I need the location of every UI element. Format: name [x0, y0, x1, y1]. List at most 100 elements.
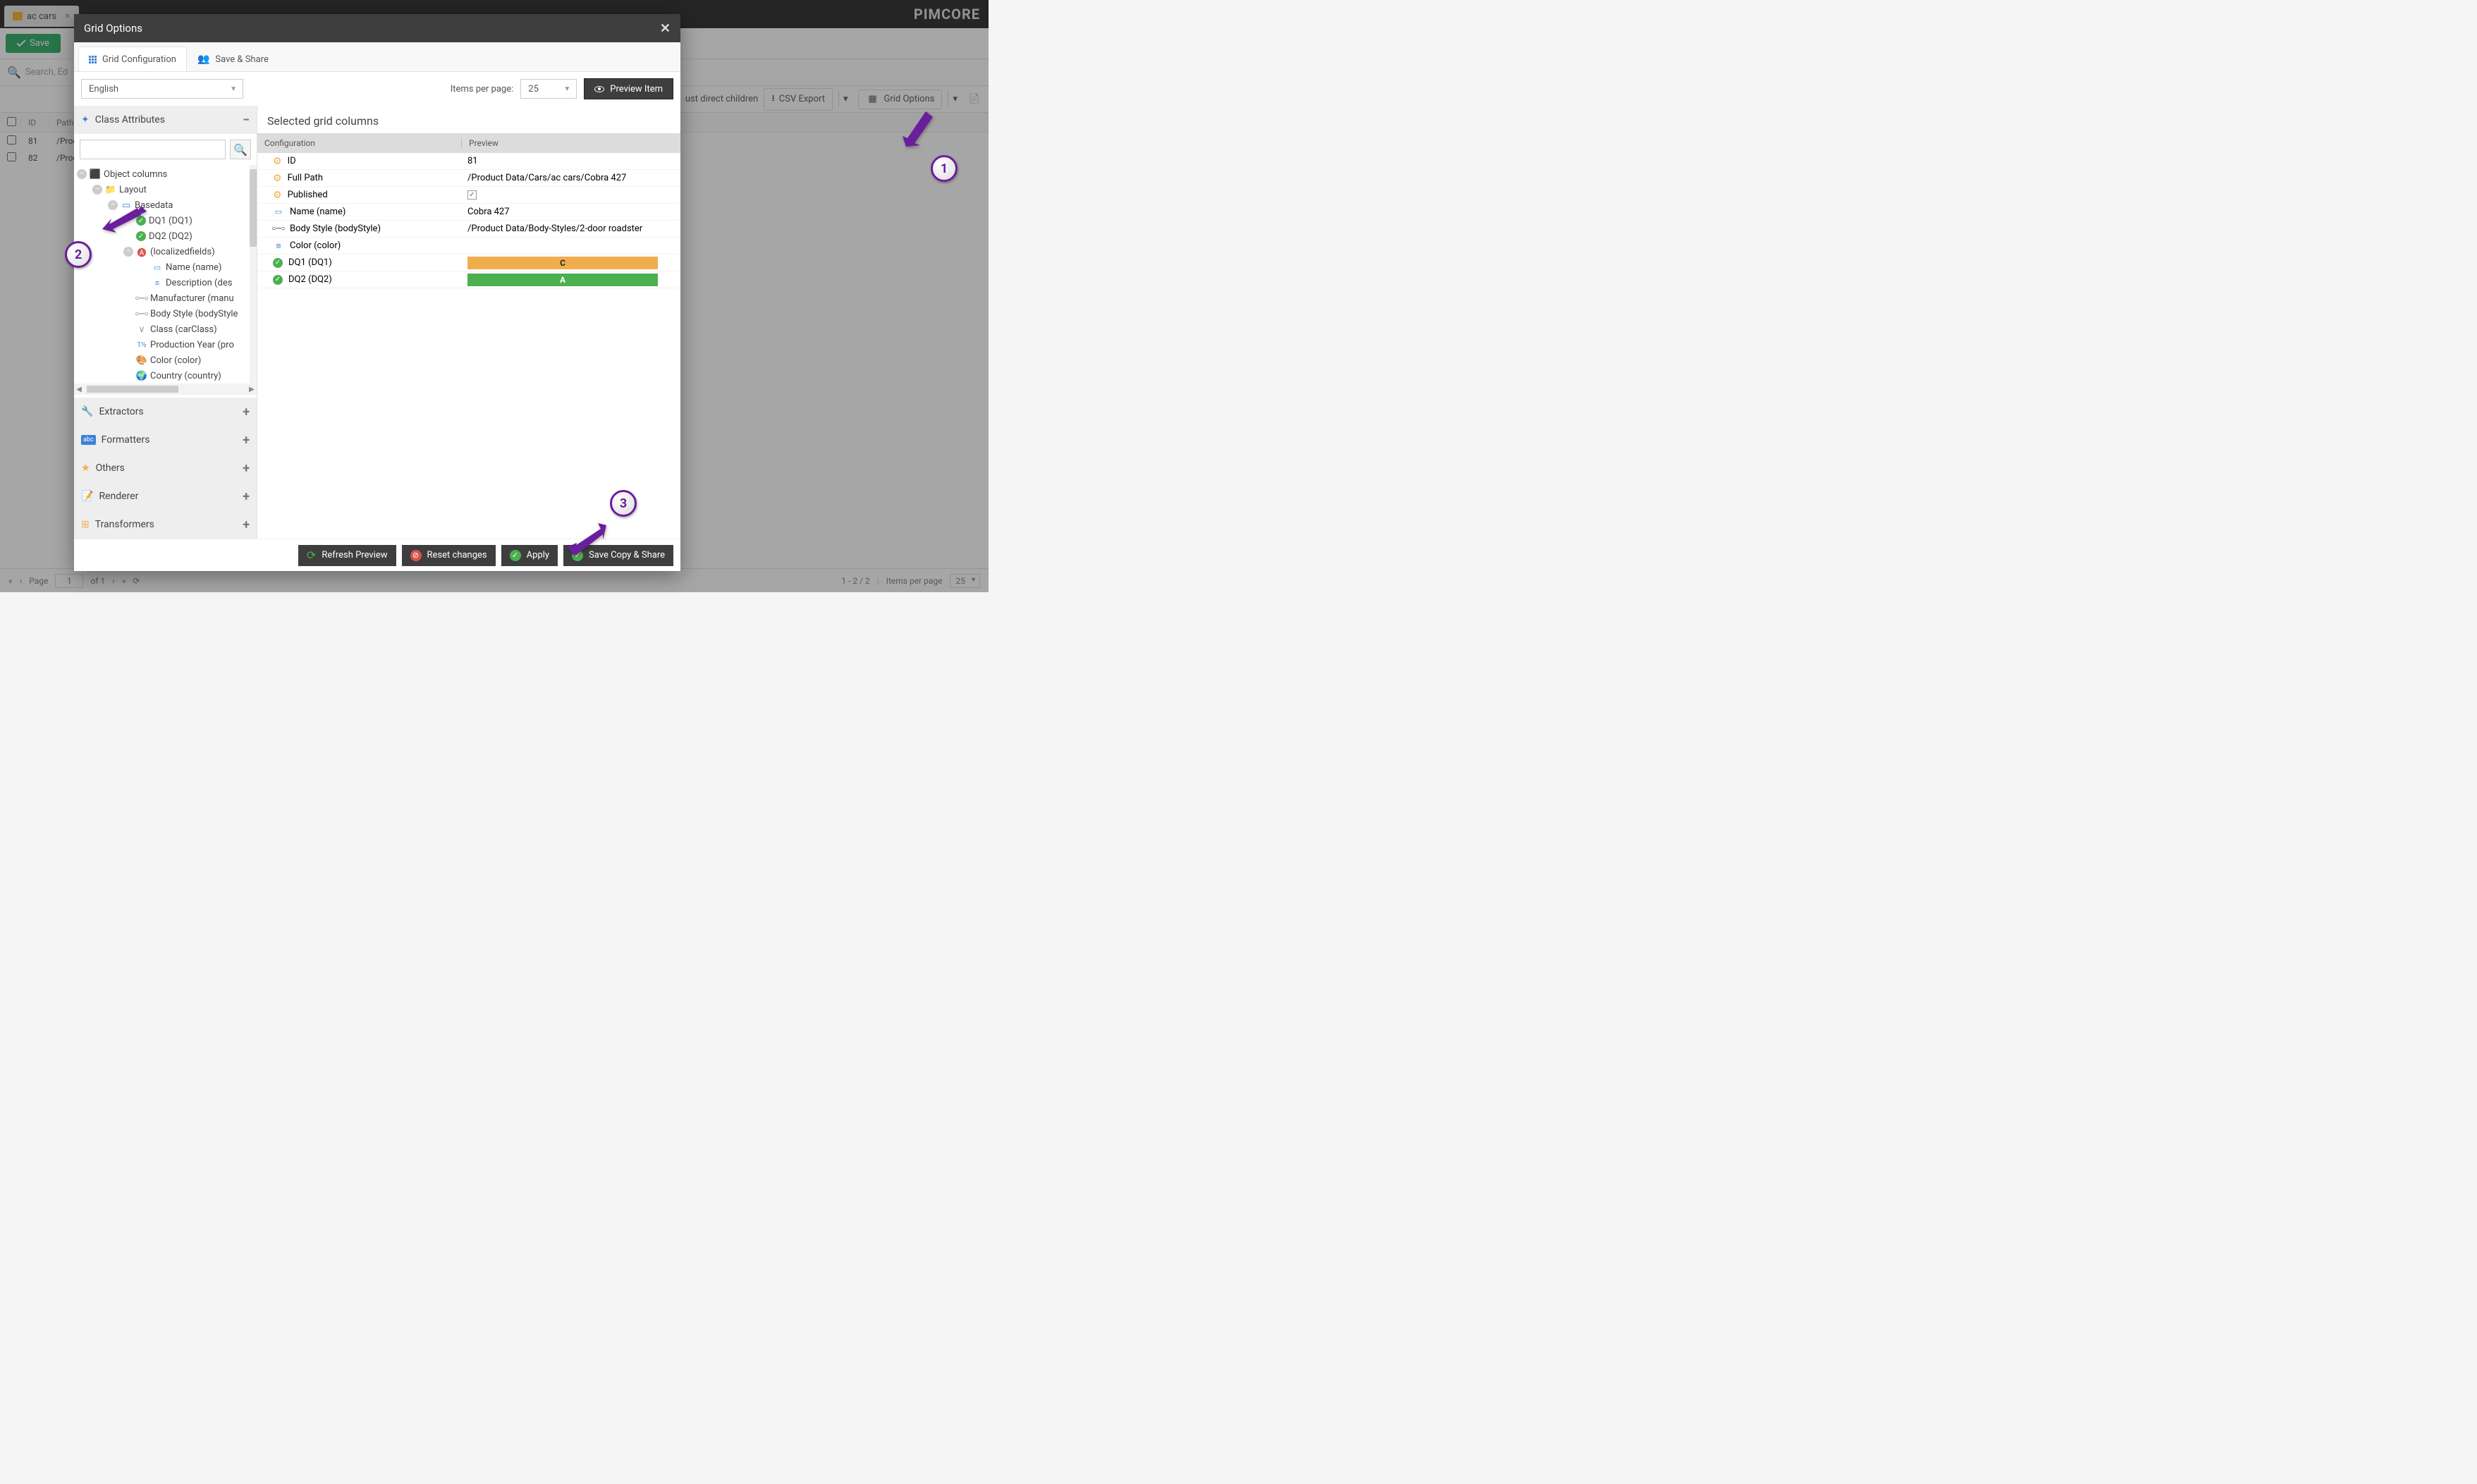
tree-node-name[interactable]: ▭ Name (name) — [77, 259, 254, 275]
language-icon: 🅐 — [136, 245, 147, 259]
grid-row[interactable]: ✓DQ2 (DQ2)A — [257, 271, 680, 288]
cube-icon: ⬛ — [90, 169, 101, 180]
btn-label: Refresh Preview — [322, 550, 387, 560]
section-label: Formatters — [102, 434, 150, 446]
select-icon: ∨ — [136, 324, 147, 335]
class-attributes-section[interactable]: ✦ Class Attributes − — [74, 106, 257, 134]
tree-node-description[interactable]: ≡ Description (des — [77, 275, 254, 290]
grid-row[interactable]: ⚙ID81 — [257, 153, 680, 170]
grid-row[interactable]: ≡Color (color) — [257, 238, 680, 255]
tab-save-share[interactable]: 👥 Save & Share — [187, 47, 279, 71]
language-select[interactable]: English ▼ — [81, 79, 243, 99]
refresh-preview-button[interactable]: ⟳ Refresh Preview — [298, 545, 396, 566]
grid-row[interactable]: ⚙Published✓ — [257, 187, 680, 204]
toggle-icon[interactable]: − — [77, 169, 87, 179]
modal-titlebar: Grid Options ✕ — [74, 14, 680, 42]
preview-text: /Product Data/Cars/ac cars/Cobra 427 — [467, 173, 626, 183]
tree-vscrollbar[interactable] — [250, 165, 257, 384]
tree-node-prodyear[interactable]: 1½ Production Year (pro — [77, 337, 254, 352]
config-label: Published — [288, 190, 328, 200]
modal-title: Grid Options — [84, 22, 142, 35]
tree-label: Color (color) — [150, 355, 201, 366]
preview-text: 81 — [467, 156, 478, 166]
collapse-icon[interactable]: − — [243, 113, 250, 128]
grid-row[interactable]: ▭Name (name)Cobra 427 — [257, 204, 680, 221]
close-icon[interactable]: ✕ — [660, 21, 671, 36]
transformers-section[interactable]: ⊞ Transformers + — [74, 510, 257, 539]
tree-node-bodystyle[interactable]: ○─○ Body Style (bodyStyle — [77, 306, 254, 321]
tree-label: Manufacturer (manu — [150, 293, 234, 304]
preview-label: Preview Item — [610, 84, 663, 94]
grid-config-icon — [89, 56, 97, 63]
annotation-arrow-1 — [899, 104, 941, 154]
grade-badge: A — [467, 274, 658, 286]
attribute-search-button[interactable]: 🔍 — [230, 140, 251, 159]
transformers-icon: ⊞ — [81, 519, 90, 530]
annotation-1: 1 — [931, 155, 958, 182]
config-label: Color (color) — [290, 240, 341, 251]
items-per-page-select[interactable]: 25 ▼ — [520, 79, 577, 99]
btn-label: Reset changes — [427, 550, 487, 560]
grid-row[interactable]: ⚙Full Path/Product Data/Cars/ac cars/Cob… — [257, 170, 680, 187]
section-label: Class Attributes — [95, 114, 165, 125]
expand-icon[interactable]: + — [243, 489, 250, 504]
config-label: Body Style (bodyStyle) — [290, 223, 381, 234]
tab-grid-configuration[interactable]: Grid Configuration — [78, 47, 187, 71]
grid-row[interactable]: ✓DQ1 (DQ1)C — [257, 255, 680, 271]
modal-toolbar: English ▼ Items per page: 25 ▼ Preview I… — [74, 72, 680, 106]
tree-node-object-columns[interactable]: − ⬛ Object columns — [77, 166, 254, 182]
section-label: Transformers — [95, 519, 154, 530]
grid-options-modal: Grid Options ✕ Grid Configuration 👥 Save… — [74, 14, 680, 571]
grid-columns-header: Configuration Preview — [257, 133, 680, 153]
tree-node-country[interactable]: 🌍 Country (country) — [77, 368, 254, 384]
grid-row[interactable]: ○─○Body Style (bodyStyle)/Product Data/B… — [257, 221, 680, 238]
tree-label: Production Year (pro — [150, 340, 234, 350]
tree-node-manufacturer[interactable]: ○─○ Manufacturer (manu — [77, 290, 254, 306]
expand-icon[interactable]: + — [243, 405, 250, 419]
tree-node-color[interactable]: 🎨 Color (color) — [77, 352, 254, 368]
left-panel: ✦ Class Attributes − 🔍 − ⬛ Object column… — [74, 106, 257, 539]
tree-label: Country (country) — [150, 371, 221, 381]
toggle-icon[interactable]: − — [92, 185, 102, 195]
tree-node-carclass[interactable]: ∨ Class (carClass) — [77, 321, 254, 337]
grid-rows: ⚙ ID 81 ⚙Full Path/Product Data/Cars/ac car… — [257, 153, 680, 539]
preview-text: /Product Data/Body-Styles/2-door roadste… — [467, 223, 642, 234]
attribute-search-input[interactable] — [80, 140, 226, 159]
config-label: ID — [288, 156, 296, 166]
chevron-down-icon: ▼ — [230, 85, 237, 93]
tree-label: (localizedfields) — [150, 247, 215, 257]
others-section[interactable]: ★ Others + — [74, 454, 257, 482]
language-value: English — [89, 84, 118, 94]
globe-icon: 🌍 — [136, 371, 147, 381]
preview-text: Cobra 427 — [467, 207, 510, 217]
tree-node-layout[interactable]: − 📁 Layout — [77, 182, 254, 197]
config-label: DQ1 (DQ1) — [288, 257, 332, 268]
preview-item-button[interactable]: Preview Item — [584, 78, 673, 99]
cancel-icon: ⊘ — [410, 550, 422, 561]
config-label: Name (name) — [290, 207, 345, 217]
expand-icon[interactable]: + — [243, 517, 250, 532]
refresh-icon: ⟳ — [307, 548, 316, 562]
tree-hscrollbar[interactable]: ◀▶ — [74, 384, 257, 395]
expand-icon[interactable]: + — [243, 461, 250, 476]
reset-changes-button[interactable]: ⊘ Reset changes — [402, 545, 496, 566]
extractors-icon: 🔧 — [81, 406, 93, 417]
renderer-icon: 📝 — [81, 491, 93, 502]
extractors-section[interactable]: 🔧 Extractors + — [74, 398, 257, 426]
tab-label: Save & Share — [215, 54, 268, 65]
tree-node-localized[interactable]: − 🅐 (localizedfields) — [77, 244, 254, 259]
tab-label: Grid Configuration — [102, 54, 176, 65]
col-preview: Preview — [462, 138, 680, 148]
modal-tabs: Grid Configuration 👥 Save & Share — [74, 42, 680, 72]
formatters-section[interactable]: abc Formatters + — [74, 426, 257, 454]
right-panel: Selected grid columns Configuration Prev… — [257, 106, 680, 539]
tree-label: Name (name) — [166, 262, 221, 273]
apply-button[interactable]: ✓ Apply — [501, 545, 558, 566]
expand-icon[interactable]: + — [243, 433, 250, 448]
gear-icon: ⚙ — [273, 173, 282, 184]
gear-icon: ⚙ — [273, 190, 282, 201]
toggle-icon[interactable]: − — [123, 247, 133, 257]
renderer-section[interactable]: 📝 Renderer + — [74, 482, 257, 510]
col-configuration: Configuration — [257, 138, 462, 148]
tree-label: Object columns — [104, 169, 167, 180]
